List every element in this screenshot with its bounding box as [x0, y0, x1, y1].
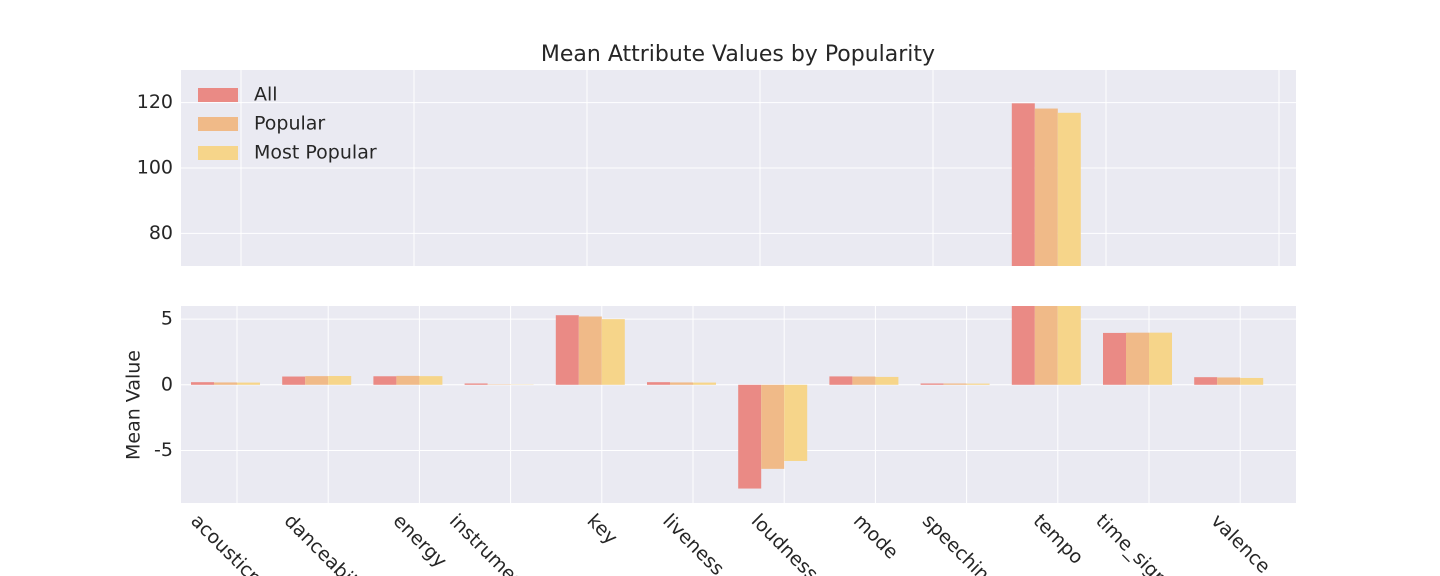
bar [1217, 377, 1241, 385]
x-tick-label: liveness [658, 510, 728, 576]
x-tick-label: tempo [1029, 510, 1088, 569]
bar [1034, 108, 1058, 266]
bar [373, 376, 397, 385]
bar [1103, 332, 1126, 385]
bar [1034, 306, 1058, 385]
legend-label: All [254, 84, 278, 106]
y-tick-label: 5 [161, 308, 173, 330]
bar [852, 376, 876, 385]
bar [419, 376, 443, 385]
bar [829, 376, 853, 385]
legend-label: Most Popular [254, 142, 377, 164]
bars [191, 306, 1264, 489]
bar [237, 382, 260, 385]
bar [555, 315, 579, 385]
x-tick-label: time_signature [1091, 510, 1207, 576]
x-tick-label: instrumentalness [445, 510, 577, 576]
bar [1057, 112, 1081, 266]
x-tick-label: speechiness [918, 510, 1016, 576]
bar [305, 376, 329, 385]
x-tick-label: valence [1207, 510, 1275, 576]
y-tick-label: -5 [154, 439, 173, 461]
bar [647, 382, 670, 385]
bar [670, 382, 693, 385]
legend-swatch [198, 146, 238, 160]
bar [328, 376, 352, 385]
x-tick-label: loudness [747, 510, 822, 576]
legend-swatch [198, 88, 238, 102]
bar [464, 383, 488, 385]
bar [1149, 332, 1172, 385]
legend-label: Popular [254, 113, 325, 135]
bar [738, 384, 762, 489]
legend-swatch [198, 117, 238, 131]
x-tick-label: energy [389, 510, 451, 572]
bar [1057, 306, 1081, 385]
bar [761, 384, 785, 469]
x-tick-label: danceability [280, 510, 378, 576]
y-axis-label: Mean Value [123, 350, 145, 460]
y-tick-label: 0 [161, 373, 173, 395]
bar [943, 383, 967, 385]
bar [1011, 306, 1035, 385]
bar [920, 383, 944, 385]
bar [966, 383, 990, 385]
x-tick-label: acousticness [186, 510, 288, 576]
x-tick-label: mode [849, 510, 903, 564]
bar [191, 382, 214, 385]
bar [396, 375, 420, 385]
bar [578, 316, 602, 385]
chart-title: Mean Attribute Values by Popularity [541, 42, 935, 67]
x-tick-label: key [583, 510, 622, 549]
bar [1194, 377, 1218, 385]
y-tick-label: 120 [137, 91, 173, 113]
bar [784, 384, 808, 461]
y-tick-label: 80 [149, 222, 173, 244]
bar [1126, 332, 1149, 385]
bar [282, 376, 306, 385]
bar [214, 382, 237, 385]
bar [1240, 377, 1264, 385]
bars [1011, 103, 1081, 266]
bar [693, 382, 716, 385]
bar [875, 376, 899, 385]
bar [1011, 103, 1035, 266]
y-tick-label: 100 [137, 157, 173, 179]
bar [601, 319, 625, 385]
